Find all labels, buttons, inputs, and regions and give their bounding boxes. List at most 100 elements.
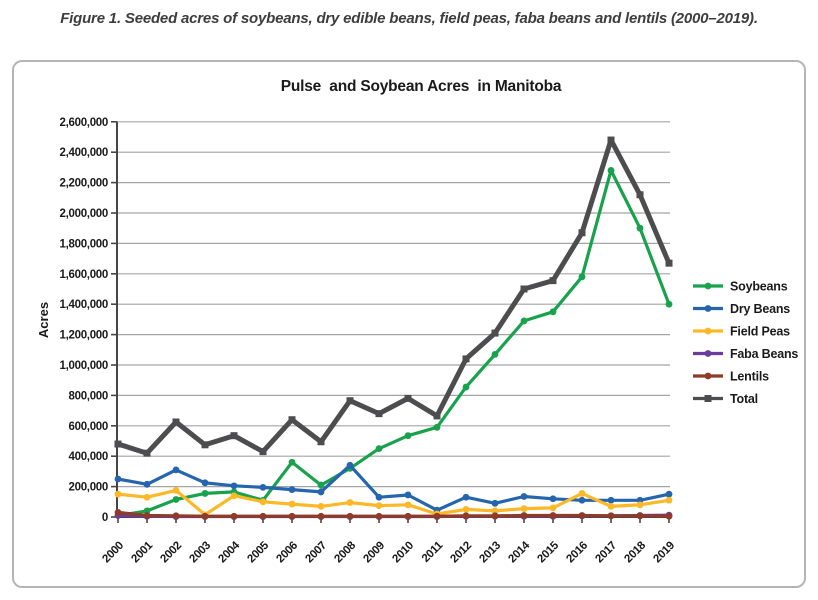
data-point-field-peas — [317, 502, 325, 510]
data-point-lentils — [665, 512, 673, 520]
data-point-total — [520, 285, 528, 293]
legend-label-total: Total — [730, 392, 758, 406]
y-axis-tick-labels: 0 200,000 400,000 600,000 800,000 1,000,000 1,… — [60, 117, 109, 524]
legend-marker — [704, 327, 712, 335]
data-point-total — [317, 438, 325, 446]
data-point-dry-beans — [665, 490, 673, 498]
x-tick-label: 2016 — [564, 540, 590, 566]
data-point-lentils — [375, 512, 383, 520]
y-tick-label: 2,600,000 — [60, 117, 108, 129]
chart-panel: Pulse and Soybean Acres in Manitoba Acre… — [12, 60, 806, 588]
data-point-field-peas — [636, 501, 644, 509]
data-point-total — [665, 259, 673, 267]
data-point-dry-beans — [143, 480, 151, 488]
data-point-lentils — [607, 512, 615, 520]
data-point-soybeans — [520, 317, 528, 325]
data-point-dry-beans — [317, 488, 325, 496]
x-tick-label: 2019 — [651, 540, 677, 566]
data-point-total — [172, 418, 180, 426]
data-point-lentils — [259, 512, 267, 520]
legend: Soybeans Dry Beans Field Peas Faba Beans Len… — [693, 280, 799, 406]
series-line-field-peas — [116, 488, 671, 517]
data-point-lentils — [433, 512, 441, 520]
data-point-dry-beans — [201, 479, 209, 487]
chart-title: Pulse and Soybean Acres in Manitoba — [281, 78, 562, 95]
data-point-soybeans — [462, 383, 470, 391]
series-line-dry-beans — [116, 463, 671, 512]
data-point-lentils — [172, 512, 180, 520]
data-point-total — [636, 191, 644, 199]
data-point-lentils — [462, 512, 470, 520]
y-tick-label: 2,000,000 — [60, 208, 108, 220]
legend-label-lentils: Lentils — [730, 370, 769, 384]
x-tick-label: 2012 — [448, 540, 474, 566]
data-point-total — [549, 277, 557, 285]
data-point-total — [404, 394, 412, 402]
data-point-lentils — [317, 512, 325, 520]
data-point-dry-beans — [607, 496, 615, 504]
data-point-total — [578, 229, 586, 237]
y-tick-label: 800,000 — [69, 390, 108, 402]
data-point-field-peas — [230, 492, 238, 500]
data-point-lentils — [346, 512, 354, 520]
axes — [111, 120, 670, 523]
x-axis-tick-labels: 2000 2001 2002 2003 2004 2005 2006 2007 2008 2009… — [100, 539, 677, 565]
data-point-soybeans — [665, 300, 673, 308]
y-tick-label: 0 — [102, 512, 108, 524]
data-point-dry-beans — [288, 486, 296, 494]
data-point-field-peas — [578, 490, 586, 497]
legend-marker — [704, 350, 712, 357]
data-point-lentils — [230, 512, 238, 520]
figure-caption: Figure 1. Seeded acres of soybeans, dry … — [60, 10, 758, 27]
data-point-soybeans — [636, 224, 644, 232]
x-tick-label: 2000 — [100, 540, 126, 566]
data-point-lentils — [288, 512, 296, 520]
data-point-field-peas — [607, 502, 615, 510]
data-point-dry-beans — [404, 491, 412, 499]
data-point-lentils — [114, 509, 122, 516]
x-tick-label: 2009 — [361, 540, 387, 566]
legend-label-soybeans: Soybeans — [730, 280, 788, 294]
legend-label-faba-beans: Faba Beans — [730, 347, 798, 361]
x-tick-label: 2007 — [303, 540, 329, 566]
series-line-total — [115, 137, 672, 456]
y-axis-title: Acres — [36, 302, 51, 338]
data-point-dry-beans — [578, 496, 586, 504]
data-point-total — [288, 416, 296, 424]
x-tick-label: 2008 — [332, 539, 358, 565]
y-tick-label: 600,000 — [69, 421, 108, 433]
data-point-soybeans — [491, 350, 499, 358]
data-point-total — [462, 355, 470, 363]
data-point-total — [201, 441, 209, 449]
data-point-soybeans — [578, 273, 586, 281]
legend-marker — [704, 372, 712, 380]
legend-marker — [704, 305, 712, 312]
data-point-lentils — [404, 512, 412, 520]
data-series — [114, 136, 673, 520]
data-point-lentils — [549, 512, 557, 519]
data-point-field-peas — [491, 507, 499, 515]
data-point-dry-beans — [491, 499, 499, 507]
x-tick-label: 2017 — [593, 540, 619, 566]
series-line-soybeans — [116, 168, 671, 518]
y-tick-label: 1,200,000 — [60, 330, 108, 342]
legend-marker — [704, 282, 712, 290]
data-point-dry-beans — [114, 475, 122, 483]
x-tick-label: 2005 — [245, 539, 271, 565]
x-tick-label: 2015 — [535, 539, 561, 565]
data-point-field-peas — [462, 506, 470, 513]
y-tick-label: 1,600,000 — [60, 269, 108, 281]
x-tick-label: 2002 — [158, 540, 184, 566]
data-point-total — [433, 412, 441, 420]
data-point-dry-beans — [462, 493, 470, 501]
data-point-field-peas — [549, 504, 557, 512]
data-point-field-peas — [404, 501, 412, 509]
data-point-field-peas — [520, 505, 528, 513]
y-tick-label: 400,000 — [69, 451, 108, 463]
data-point-dry-beans — [549, 495, 557, 503]
y-tick-label: 2,400,000 — [60, 147, 108, 159]
data-point-soybeans — [201, 490, 209, 497]
data-point-field-peas — [346, 499, 354, 506]
data-point-total — [259, 448, 267, 456]
